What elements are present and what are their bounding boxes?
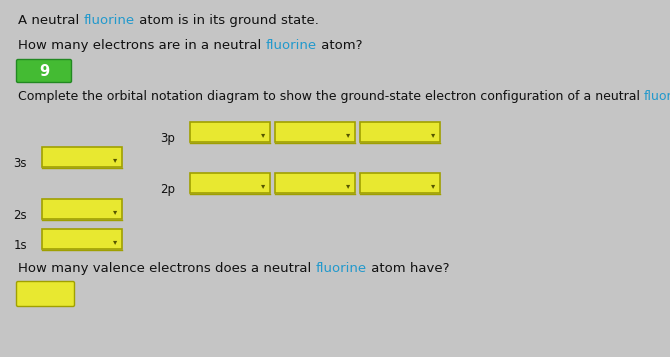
Text: fluorine: fluorine: [265, 39, 317, 52]
Text: atom?: atom?: [317, 39, 362, 52]
FancyBboxPatch shape: [42, 229, 122, 249]
Text: ▾: ▾: [431, 181, 435, 190]
Text: ▾: ▾: [113, 237, 117, 246]
Text: ▾: ▾: [261, 130, 265, 139]
Text: ▾: ▾: [261, 181, 265, 190]
Text: ▾: ▾: [431, 130, 435, 139]
Text: atom is in its ground state.: atom is in its ground state.: [135, 14, 318, 27]
Text: How many electrons are in a neutral: How many electrons are in a neutral: [18, 39, 265, 52]
FancyBboxPatch shape: [190, 173, 270, 193]
Text: 2p: 2p: [160, 183, 175, 196]
FancyBboxPatch shape: [17, 60, 72, 82]
FancyBboxPatch shape: [360, 173, 440, 193]
Text: 1s: 1s: [13, 239, 27, 252]
Text: A neutral: A neutral: [18, 14, 84, 27]
Text: Complete the orbital notation diagram to show the ground-state electron configur: Complete the orbital notation diagram to…: [18, 90, 644, 103]
FancyBboxPatch shape: [360, 122, 440, 142]
Text: How many valence electrons does a neutral: How many valence electrons does a neutra…: [18, 262, 316, 275]
Text: 3s: 3s: [13, 157, 27, 170]
Text: ▾: ▾: [346, 181, 350, 190]
Text: fluorine: fluorine: [644, 90, 670, 103]
FancyBboxPatch shape: [275, 122, 355, 142]
FancyBboxPatch shape: [42, 147, 122, 167]
FancyBboxPatch shape: [42, 199, 122, 219]
Text: 2s: 2s: [13, 209, 27, 222]
Text: 3p: 3p: [160, 132, 175, 145]
FancyBboxPatch shape: [17, 282, 74, 307]
Text: fluorine: fluorine: [316, 262, 366, 275]
FancyBboxPatch shape: [190, 122, 270, 142]
Text: ▾: ▾: [346, 130, 350, 139]
Text: 9: 9: [39, 64, 49, 79]
Text: atom have?: atom have?: [366, 262, 449, 275]
Text: ▾: ▾: [113, 155, 117, 164]
Text: fluorine: fluorine: [84, 14, 135, 27]
Text: ▾: ▾: [113, 207, 117, 216]
FancyBboxPatch shape: [275, 173, 355, 193]
